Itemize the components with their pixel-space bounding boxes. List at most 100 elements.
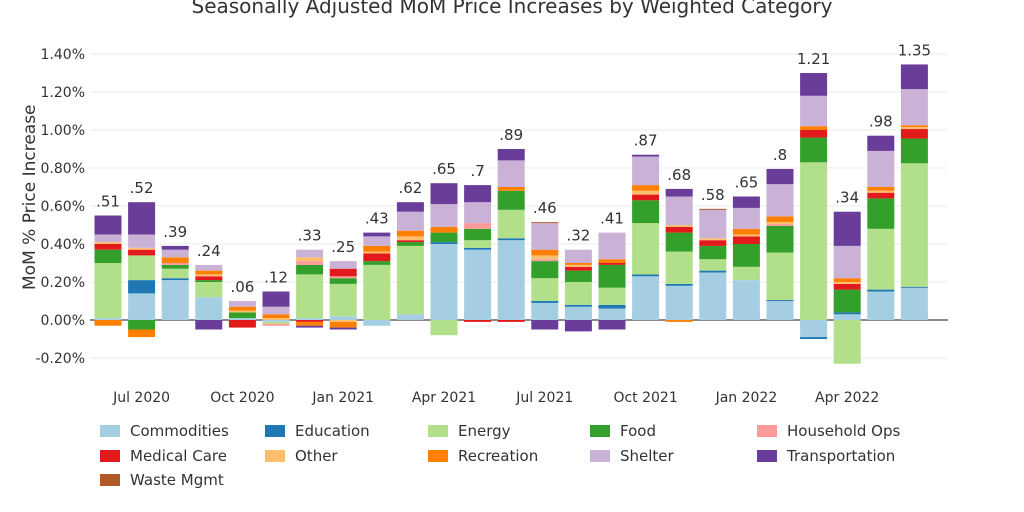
bar-segment-education (833, 312, 861, 315)
bar-segment-shelter (430, 204, 458, 227)
bar-segment-education (564, 304, 592, 307)
bar-segment-transportation (128, 202, 156, 235)
bar-segment-food (665, 232, 693, 252)
legend-swatch (428, 425, 448, 437)
bar-segment-energy (531, 278, 559, 301)
bar-segment-education (464, 247, 492, 250)
bar-total-label: .34 (835, 189, 859, 207)
bar-segment-shelter (262, 306, 290, 315)
legend-swatch (590, 449, 610, 462)
bar-segment-commodities (430, 244, 458, 320)
x-tick-label: Jul 2021 (515, 390, 573, 406)
bar-segment-shelter (464, 202, 492, 224)
bar-total-label: .06 (230, 278, 254, 296)
bar-segment-medical-care (665, 226, 693, 233)
bar-segment-energy (128, 255, 156, 281)
bar-segment-transportation (464, 185, 492, 203)
bar-segment-food (632, 200, 660, 224)
bar-segment-other (867, 190, 895, 193)
bar-total-label: .58 (701, 186, 725, 204)
bar-total-label: .8 (773, 146, 787, 164)
bar-segment-energy (161, 268, 189, 279)
bar-segment-household-ops (531, 259, 559, 262)
legend-label: Household Ops (787, 422, 901, 440)
bar-segment-shelter (531, 223, 559, 250)
bar-total-label: .46 (533, 199, 557, 217)
bar-segment-other (531, 255, 559, 260)
bar-segment-energy (665, 251, 693, 284)
x-tick-label: Jan 2021 (311, 390, 374, 406)
bar-segment-medical-care (228, 320, 256, 328)
bar-segment-commodities (800, 320, 828, 338)
bar-segment-education (531, 301, 559, 303)
bar-segment-food (195, 280, 223, 282)
legend-item[interactable]: Medical Care (100, 447, 227, 465)
legend-item[interactable]: Education (265, 422, 370, 440)
bar-segment-energy (766, 252, 794, 301)
y-tick-label: 0.40% (41, 237, 85, 253)
bar-segment-recreation (195, 270, 223, 275)
bar-segment-energy (262, 321, 290, 324)
legend-item[interactable]: Energy (428, 422, 511, 440)
legend-swatch (428, 449, 448, 462)
y-tick-label: 0.60% (41, 199, 85, 215)
legend-item[interactable]: Waste Mgmt (100, 471, 224, 489)
bar-total-label: .98 (869, 113, 893, 131)
bar-segment-other (262, 318, 290, 320)
legend-item[interactable]: Recreation (428, 447, 538, 465)
bar-segment-commodities (766, 301, 794, 320)
bar-segment-education (800, 337, 828, 339)
bar-segment-commodities (900, 287, 928, 320)
bar-segment-commodities (195, 297, 223, 320)
bar-total-label: .52 (130, 179, 154, 197)
legend-item[interactable]: Transportation (757, 447, 895, 465)
bar-segment-other (699, 238, 727, 241)
bar-segment-energy (497, 209, 525, 239)
legend-item[interactable]: Other (265, 447, 338, 465)
legend-label: Shelter (620, 446, 674, 465)
y-tick-label: 0.00% (41, 313, 85, 329)
bar-segment-recreation (833, 278, 861, 282)
bar-segment-other (128, 247, 156, 250)
bar-segment-other (766, 222, 794, 225)
y-tick-label: 0.20% (41, 275, 85, 291)
bar-segment-transportation (296, 325, 324, 328)
bar-segment-energy (296, 274, 324, 319)
bar-total-label: .65 (432, 160, 456, 178)
bar-segment-food (296, 264, 324, 275)
bar-segment-transportation (363, 232, 391, 237)
bar-segment-other (732, 234, 760, 237)
chart-title: Seasonally Adjusted MoM Price Increases … (191, 0, 833, 18)
bar-total-label: .39 (163, 223, 187, 241)
bar-segment-transportation (833, 211, 861, 246)
legend-item[interactable]: Commodities (100, 422, 229, 440)
bar-segment-transportation (900, 64, 928, 90)
bar-segment-transportation (161, 245, 189, 250)
bar-segment-food (228, 312, 256, 319)
legend-label: Energy (458, 422, 511, 440)
bar-segment-medical-care (296, 320, 324, 322)
y-tick-label: -0.20% (35, 351, 85, 367)
bar-segment-food (363, 261, 391, 265)
bar-total-label: .33 (298, 227, 322, 245)
bar-segment-medical-care (128, 249, 156, 256)
bar-segment-medical-care (900, 129, 928, 139)
bar-segment-food (732, 244, 760, 267)
bar-segment-shelter (632, 156, 660, 186)
bar-segment-food (833, 289, 861, 313)
bar-segment-shelter (564, 249, 592, 263)
bar-segment-medical-care (464, 320, 492, 322)
legend-item[interactable]: Household Ops (757, 422, 900, 440)
bar-segment-transportation (430, 183, 458, 205)
bar-segment-education (497, 238, 525, 241)
legend-item[interactable]: Shelter (590, 447, 674, 465)
bar-segment-energy (396, 245, 424, 315)
bar-segment-shelter (699, 209, 727, 239)
bar-segment-other (195, 274, 223, 277)
bar-segment-energy (867, 228, 895, 290)
legend-item[interactable]: Food (590, 422, 656, 440)
bar-segment-medical-care (94, 244, 122, 250)
legend-swatch (100, 425, 120, 437)
bar-segment-recreation (632, 185, 660, 191)
legend-swatch (757, 449, 777, 462)
